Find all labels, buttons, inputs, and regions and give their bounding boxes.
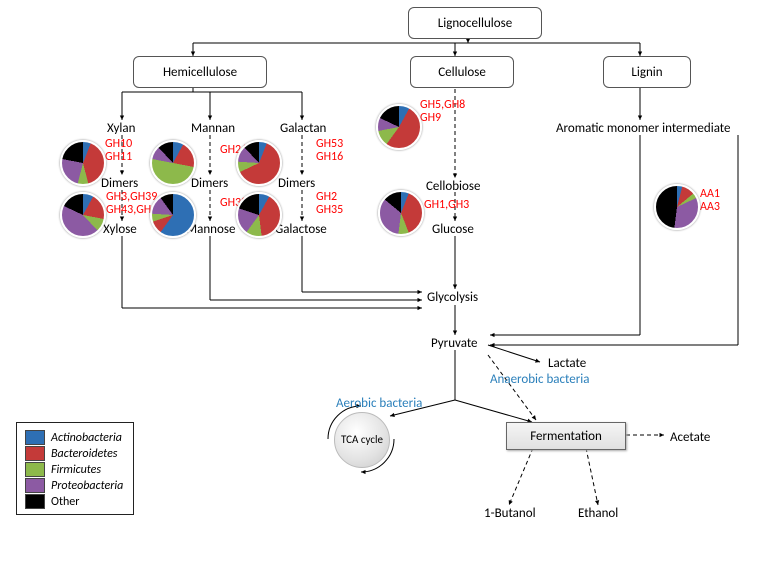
text-aromatic: Aromatic monomer intermediate [556,121,730,136]
legend-label: Other [51,495,79,509]
text-dimers1: Dimers [101,176,138,191]
text-glucose: Glucose [432,222,474,237]
legend-swatch [25,462,45,477]
legend-label: Actinobacteria [51,431,122,445]
text-galactan: Galactan [280,121,326,136]
text-butanol: 1-Butanol [484,506,536,521]
text-pyruvate: Pyruvate [431,336,478,351]
text-cellobiose: Cellobiose [426,179,480,194]
text-xylan: Xylan [107,121,135,136]
bluelabel-aerobic: Aerobic bacteria [336,396,422,411]
text-glycolysis: Glycolysis [427,290,478,305]
pie-p_cellulose [376,104,422,150]
lignin-box: Lignin [603,56,691,88]
text-lactate: Lactate [548,356,586,371]
pie-p_xylan [60,140,106,186]
enzyme-e_cellulose: GH5,GH8GH9 [420,99,465,125]
legend-label: Proteobacteria [51,479,123,493]
enzyme-e_galactan: GH53GH16 [316,138,343,164]
text-dimers3: Dimers [278,176,315,191]
fermentation-box: Fermentation [506,422,626,450]
lignin-label: Lignin [631,65,662,80]
legend-row-other: Other [25,494,123,509]
cellulose-label: Cellulose [438,65,486,80]
pie-p_cellobiose [378,190,424,236]
legend-swatch [25,430,45,445]
enzyme-e_xylan: GH10GH11 [105,138,132,164]
enzyme-e_cellobiose: GH1,GH3 [424,199,469,212]
text-mannan: Mannan [191,121,235,136]
tca-cycle: TCA cycle [334,412,390,468]
pie-p_mannan [150,140,196,186]
hemicellulose-box: Hemicellulose [133,56,267,88]
text-dimers2: Dimers [191,176,228,191]
enzyme-e_lignin: AA1AA3 [700,188,720,214]
pie-p_lignin [654,184,700,230]
text-galactose: Galactose [275,222,327,237]
legend-row-proteobacteria: Proteobacteria [25,478,123,493]
fermentation-label: Fermentation [530,429,602,444]
pie-p_mannose [150,192,196,238]
pie-p_galactose [236,192,282,238]
tca-label: TCA cycle [341,434,383,446]
legend-label: Firmicutes [51,463,101,477]
legend-label: Bacteroidetes [51,447,117,461]
enzyme-e_galactose: GH2GH35 [316,191,343,217]
hemicellulose-label: Hemicellulose [163,65,237,80]
lignocellulose-label: Lignocellulose [438,16,512,31]
text-xylose: Xylose [103,222,137,237]
legend-row-bacteroidetes: Bacteroidetes [25,446,123,461]
pie-p_galactan [236,140,282,186]
legend-swatch [25,446,45,461]
legend-swatch [25,478,45,493]
cellulose-box: Cellulose [410,56,514,88]
bluelabel-anaerobic: Anaerobic bacteria [490,372,589,387]
legend-box: Actinobacteria Bacteroidetes Firmicutes Pro… [16,422,134,515]
text-acetate: Acetate [670,430,710,445]
legend-row-actinobacteria: Actinobacteria [25,430,123,445]
legend-row-firmicutes: Firmicutes [25,462,123,477]
pie-p_xylose [60,192,106,238]
text-ethanol: Ethanol [578,506,618,521]
legend-swatch [25,494,45,509]
lignocellulose-box: Lignocellulose [408,7,542,39]
